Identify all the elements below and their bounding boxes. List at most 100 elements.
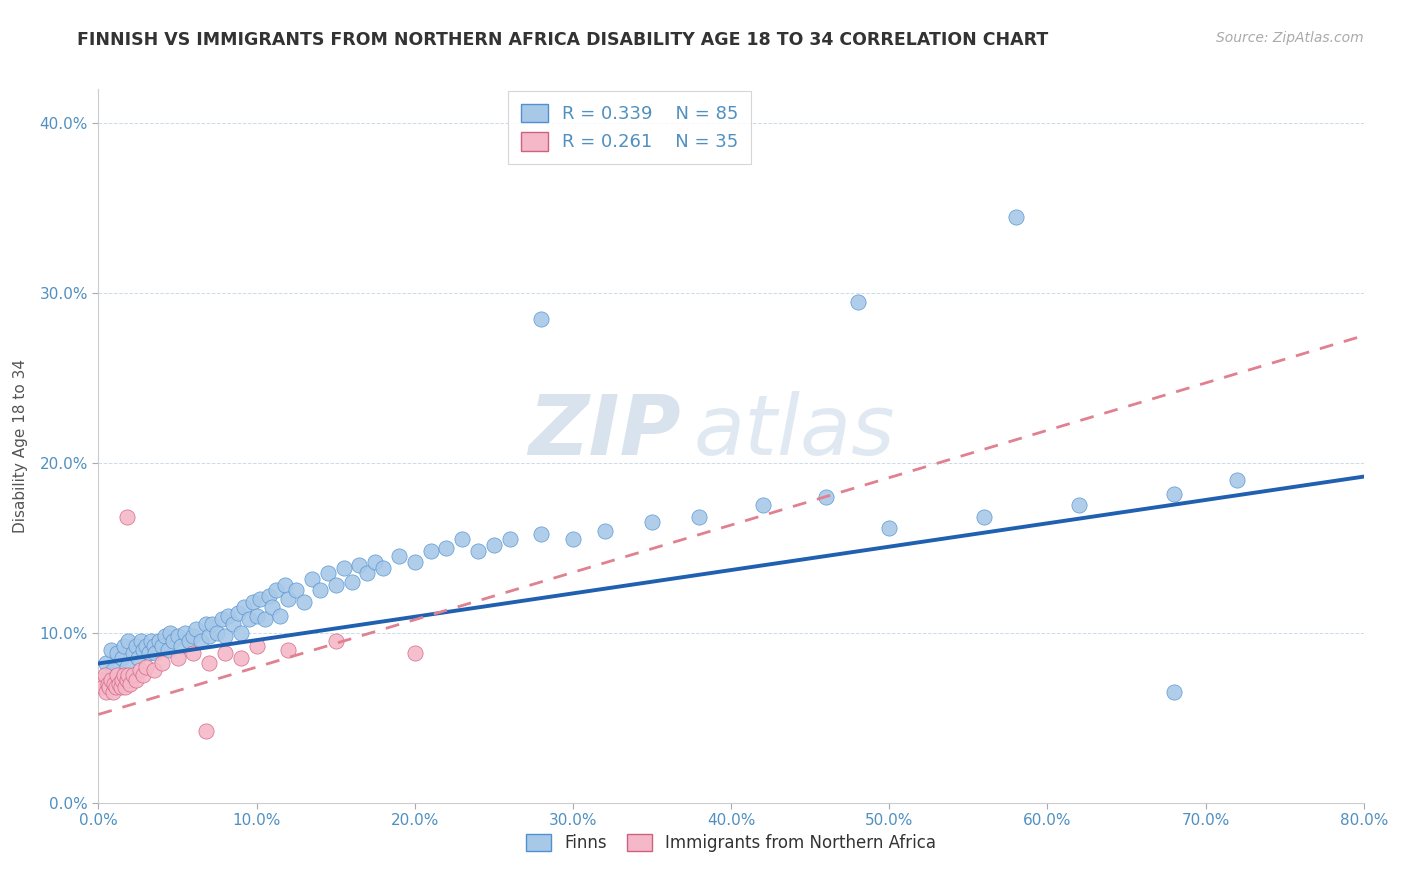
Point xyxy=(973,510,995,524)
Point xyxy=(1163,486,1185,500)
Point xyxy=(242,595,264,609)
Point xyxy=(211,612,233,626)
Point xyxy=(229,626,252,640)
Point xyxy=(419,544,441,558)
Point xyxy=(1226,473,1249,487)
Point xyxy=(226,606,249,620)
Point xyxy=(108,677,131,691)
Point xyxy=(100,643,122,657)
Point xyxy=(285,583,308,598)
Point xyxy=(1163,685,1185,699)
Text: FINNISH VS IMMIGRANTS FROM NORTHERN AFRICA DISABILITY AGE 18 TO 34 CORRELATION C: FINNISH VS IMMIGRANTS FROM NORTHERN AFRI… xyxy=(77,31,1049,49)
Point xyxy=(388,549,411,564)
Point xyxy=(259,589,281,603)
Point xyxy=(1004,210,1026,224)
Point xyxy=(150,640,173,654)
Point xyxy=(404,646,426,660)
Point xyxy=(277,643,299,657)
Point xyxy=(111,673,134,688)
Point xyxy=(214,629,236,643)
Point xyxy=(166,629,188,643)
Point xyxy=(145,646,166,660)
Point xyxy=(112,640,135,654)
Point xyxy=(135,660,157,674)
Point xyxy=(96,657,118,671)
Point xyxy=(97,677,120,691)
Point xyxy=(110,680,132,694)
Point xyxy=(530,527,553,541)
Point xyxy=(593,524,616,538)
Point xyxy=(125,640,148,654)
Point xyxy=(222,617,245,632)
Point xyxy=(498,533,520,547)
Point xyxy=(194,724,218,739)
Point xyxy=(467,544,489,558)
Point xyxy=(114,680,136,694)
Point xyxy=(482,537,505,551)
Point xyxy=(751,499,773,513)
Point xyxy=(117,634,139,648)
Point xyxy=(198,629,221,643)
Point xyxy=(253,612,276,626)
Point xyxy=(162,634,184,648)
Point xyxy=(148,634,170,648)
Point xyxy=(349,558,371,572)
Point xyxy=(115,660,138,674)
Point xyxy=(107,668,129,682)
Point xyxy=(277,591,299,606)
Point xyxy=(451,533,474,547)
Point xyxy=(561,533,585,547)
Point xyxy=(103,677,125,691)
Point xyxy=(332,561,354,575)
Point xyxy=(846,294,869,309)
Point xyxy=(214,646,236,660)
Point xyxy=(115,673,138,688)
Point xyxy=(153,629,176,643)
Point xyxy=(364,555,387,569)
Point xyxy=(142,640,165,654)
Point xyxy=(201,617,224,632)
Point xyxy=(217,608,239,623)
Point xyxy=(120,677,141,691)
Point xyxy=(174,626,197,640)
Point xyxy=(122,646,145,660)
Point xyxy=(177,634,200,648)
Point xyxy=(122,668,145,682)
Point xyxy=(688,510,710,524)
Point xyxy=(190,634,212,648)
Point xyxy=(198,657,221,671)
Point xyxy=(132,643,155,657)
Point xyxy=(101,685,124,699)
Text: Source: ZipAtlas.com: Source: ZipAtlas.com xyxy=(1216,31,1364,45)
Point xyxy=(229,651,252,665)
Point xyxy=(246,608,269,623)
Point xyxy=(98,680,121,694)
Point xyxy=(91,680,114,694)
Point xyxy=(194,617,218,632)
Point xyxy=(150,657,173,671)
Point xyxy=(269,608,291,623)
Point xyxy=(436,541,458,555)
Point xyxy=(356,566,378,581)
Point xyxy=(249,591,271,606)
Point xyxy=(138,646,160,660)
Point xyxy=(340,574,363,589)
Legend: Finns, Immigrants from Northern Africa: Finns, Immigrants from Northern Africa xyxy=(519,827,943,859)
Point xyxy=(117,668,139,682)
Point xyxy=(90,673,112,688)
Y-axis label: Disability Age 18 to 34: Disability Age 18 to 34 xyxy=(14,359,28,533)
Point xyxy=(274,578,297,592)
Point xyxy=(166,651,188,665)
Point xyxy=(132,668,155,682)
Point xyxy=(309,583,332,598)
Point xyxy=(128,663,150,677)
Text: atlas: atlas xyxy=(693,392,894,472)
Point xyxy=(127,651,149,665)
Point xyxy=(205,626,228,640)
Point xyxy=(325,578,347,592)
Point xyxy=(262,600,284,615)
Point xyxy=(246,640,269,654)
Point xyxy=(316,566,339,581)
Point xyxy=(292,595,315,609)
Text: ZIP: ZIP xyxy=(527,392,681,472)
